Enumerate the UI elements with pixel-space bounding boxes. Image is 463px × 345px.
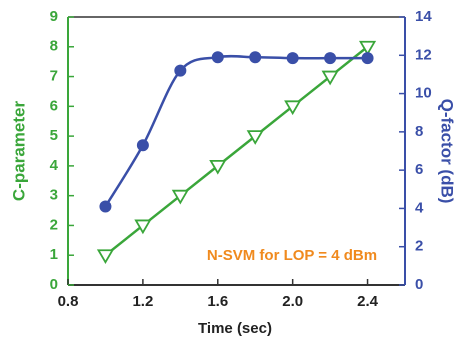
y-tick-label: 2: [50, 216, 58, 233]
y2-tick-label: 4: [415, 199, 424, 216]
y-axis-label: C-parameter: [9, 101, 28, 202]
annotation: N-SVM for LOP = 4 dBm: [207, 247, 377, 264]
point: [324, 52, 337, 65]
y-tick-label: 6: [50, 97, 58, 114]
y2-tick-label: 0: [415, 276, 423, 293]
y2-tick-label: 12: [415, 46, 432, 63]
x-axis-label: Time (sec): [198, 320, 272, 337]
point: [136, 139, 149, 152]
point: [96, 249, 115, 265]
y2-tick-label: 8: [415, 123, 423, 140]
y-tick-label: 4: [50, 157, 59, 174]
y-tick-label: 5: [50, 127, 58, 144]
y-tick-label: 1: [50, 246, 58, 263]
y2-tick-label: 14: [415, 8, 432, 25]
point: [361, 52, 374, 65]
point: [171, 189, 189, 205]
point: [284, 100, 302, 116]
x-tick-label: 1.6: [207, 293, 228, 310]
y2-tick-label: 10: [415, 85, 432, 102]
y-tick-label: 3: [50, 187, 58, 204]
y-tick-label: 9: [50, 8, 58, 25]
point: [249, 51, 262, 64]
y2-tick-label: 2: [415, 238, 423, 255]
point: [358, 40, 377, 56]
y2-axis-label: Q-factor (dB): [438, 99, 457, 204]
y-tick-label: 0: [50, 276, 58, 293]
point: [321, 70, 339, 86]
point: [286, 52, 299, 65]
point: [99, 200, 112, 213]
point: [211, 51, 224, 64]
point: [174, 64, 187, 77]
y-tick-label: 7: [50, 68, 58, 85]
point: [246, 130, 264, 145]
x-tick-label: 2.4: [357, 293, 379, 310]
point: [134, 219, 152, 235]
y-tick-label: 8: [50, 38, 58, 55]
point: [209, 159, 227, 175]
x-tick-label: 2.0: [282, 293, 303, 310]
y2-tick-label: 6: [415, 161, 423, 178]
x-tick-label: 0.8: [58, 293, 79, 310]
x-tick-label: 1.2: [132, 293, 153, 310]
